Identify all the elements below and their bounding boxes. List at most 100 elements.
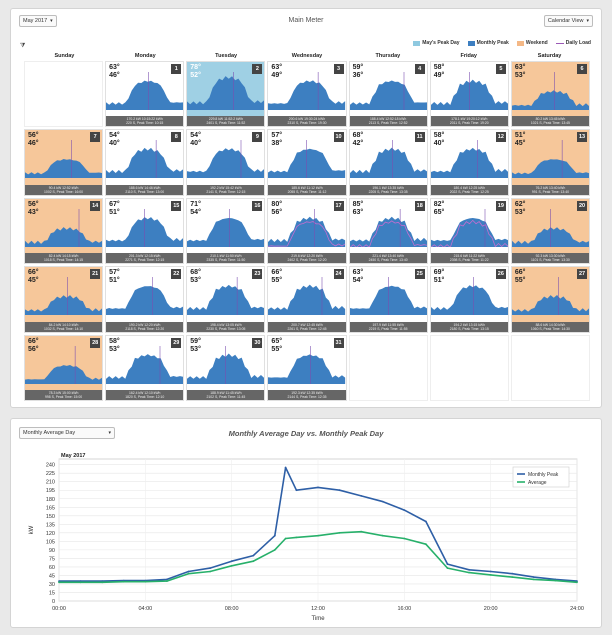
legend-item: Daily Load	[555, 40, 591, 46]
temperature-range: 54° 40°	[190, 132, 201, 148]
calendar-day-cell[interactable]: 54° 40° 8 188.6 kW 14:46 kWh 2110 S, Peak Ti…	[105, 129, 185, 196]
calendar-day-cell[interactable]: 59° 36° 4 188.4 kW 12:52:18 kWh 2113 S, Peak…	[348, 61, 428, 128]
day-info-energy: 90.4 kW 12:52 kWh	[48, 185, 79, 190]
high-temp: 51°	[514, 132, 526, 140]
calendar-day-cell[interactable]: 78° 52° 2 229.8 kW 11:52:2 kWh 2401 S, Peak …	[186, 61, 266, 128]
day-info-peak-time: 1101 S, Peak Time: 13:30	[531, 258, 570, 263]
calendar-day-cell[interactable]: 58° 53° 29 162.4 kW 12:10 kWh 1820 S, Peak T…	[105, 334, 185, 401]
calendar-day-cell[interactable]: 57° 38° 10 185.6 kW 11:12 kWh 2055 S, Peak T…	[267, 129, 347, 196]
legend-label: Average	[528, 480, 547, 486]
calendar-day-cell[interactable]: 85° 63° 18 221.4 kW 13:40 kWh 2450 S, Peak T…	[348, 197, 428, 265]
data-point	[79, 581, 82, 584]
day-number: 19	[495, 200, 506, 211]
load-area	[106, 148, 184, 179]
day-info-peak-time: 2401 S, Peak Time: 11:52	[206, 121, 246, 126]
data-point	[511, 572, 514, 575]
daily-load-line	[349, 220, 427, 247]
day-info: 190.2 kW 12:20 kWh 2118 S, Peak Time: 12:…	[106, 321, 184, 332]
calendar-day-cell[interactable]: 57° 51° 22 190.2 kW 12:20 kWh 2118 S, Peak T…	[105, 266, 185, 333]
calendar-day-cell[interactable]: 56° 46° 7 90.4 kW 12:52 kWh 1002 S, Peak Tim…	[24, 129, 104, 196]
day-number: 7	[90, 132, 101, 143]
x-tick-label: 12:00	[311, 606, 325, 612]
y-tick-label: 165	[46, 505, 55, 511]
calendar-day-cell[interactable]: 58° 40° 12 180.4 kW 12:25 kWh 2022 S, Peak T…	[429, 129, 509, 196]
calendar-day-cell[interactable]: 63° 46° 1 170.2 kW 10:15:22 kWh 220 S, Peak …	[105, 61, 185, 128]
daily-load-chart	[349, 72, 427, 110]
y-tick-label: 60	[49, 565, 55, 571]
calendar-day-cell[interactable]: 80° 56° 17 219.6 kW 12:20 kWh 2402 S, Peak T…	[267, 197, 347, 265]
month-selector[interactable]: May 2017 ▾	[19, 15, 57, 27]
view-selector[interactable]: Calendar View ▾	[543, 15, 593, 27]
day-info: 200.6 kW 19:30:24 kWh 2310 S, Peak Time: …	[268, 116, 346, 127]
calendar-day-cell[interactable]: 54° 40° 9 192.2 kW 15:42 kWh 2141 S, Peak Ti…	[186, 129, 266, 196]
calendar-day-cell[interactable]: 63° 53° 6 80.2 kW 13:45 kWh 1021 S, Peak Tim…	[510, 61, 590, 128]
calendar-day-cell[interactable]: 51° 45° 13 76.2 kW 13:40 kWh 991 S, Peak Tim…	[510, 129, 590, 196]
temperature-range: 66° 55°	[515, 269, 526, 285]
low-temp: 42°	[352, 140, 364, 148]
day-number: 14	[90, 200, 101, 211]
series-line-average	[59, 530, 578, 584]
daily-load-chart	[349, 208, 427, 247]
legend-swatch	[467, 40, 475, 46]
calendar-day-cell[interactable]: 59° 53° 30 188.9 kW 11:45 kWh 2102 S, Peak T…	[186, 334, 266, 401]
day-info: 229.8 kW 11:52:2 kWh 2401 S, Peak Time: 1…	[187, 116, 265, 127]
calendar-day-cell[interactable]: 63° 49° 3 200.6 kW 19:30:24 kWh 2310 S, Peak…	[267, 61, 347, 128]
data-point	[489, 574, 492, 576]
temperature-range: 57° 51°	[109, 269, 120, 285]
load-area	[511, 295, 589, 316]
daily-load-chart	[268, 72, 346, 110]
calendar-day-cell[interactable]: 66° 55° 27 88.6 kW 14:30 kWh 1060 S, Peak Ti…	[510, 266, 590, 333]
y-tick-label: 30	[49, 582, 55, 588]
calendar-day-cell[interactable]: 66° 45° 21 84.2 kW 14:10 kWh 1032 S, Peak Ti…	[24, 266, 104, 333]
high-temp: 54°	[109, 132, 120, 140]
day-number: 28	[90, 337, 101, 348]
low-temp: 54°	[190, 208, 201, 216]
data-point	[532, 576, 535, 578]
calendar-day-cell[interactable]: 82° 65° 19 215.6 kW 11:22 kWh 2398 S, Peak T…	[429, 197, 509, 265]
calendar-day-cell[interactable]: 69° 51° 26 194.2 kW 13:15 kWh 2180 S, Peak T…	[429, 266, 509, 333]
load-area	[349, 80, 427, 110]
calendar-day-cell[interactable]: 66° 56° 28 78.3 kW 15:00 kWh 998 S, Peak Tim…	[24, 334, 104, 401]
day-number: 4	[414, 64, 425, 74]
y-tick-label: 0	[52, 599, 55, 605]
calendar-day-cell[interactable]: 71° 54° 16 210.1 kW 11:50 kWh 2335 S, Peak T…	[186, 197, 266, 265]
high-temp: 66°	[28, 269, 39, 277]
legend-item: Monthly Peak	[467, 40, 509, 46]
day-info: 188.6 kW 14:46 kWh 2110 S, Peak Time: 13:…	[106, 184, 184, 195]
filter-icon[interactable]: ⧩	[20, 43, 26, 49]
calendar-day-cell[interactable]: 56° 43° 14 82.4 kW 14:15 kWh 1018 S, Peak Ti…	[24, 197, 104, 265]
calendar-cell-empty	[348, 334, 428, 401]
load-area	[106, 286, 184, 316]
comparison-selector[interactable]: Monthly Average Day ▾	[19, 427, 115, 439]
day-info: 80.2 kW 13:45 kWh 1021 S, Peak Time: 13:4…	[511, 116, 589, 127]
day-number: 18	[414, 200, 425, 211]
load-area	[430, 217, 508, 247]
calendar-day-cell[interactable]: 66° 55° 24 200.7 kW 12:45 kWh 2261 S, Peak T…	[267, 266, 347, 333]
day-info-peak-time: 2450 S, Peak Time: 13:40	[368, 258, 408, 263]
temperature-range: 63° 49°	[271, 64, 282, 80]
calendar-day-cell[interactable]: 68° 42° 11 196.1 kW 13:35 kWh 2205 S, Peak T…	[348, 129, 428, 196]
daily-load-chart	[106, 208, 184, 247]
calendar-day-cell[interactable]: 63° 54° 25 197.9 kW 11:55 kWh 2219 S, Peak T…	[348, 266, 428, 333]
day-info: 188.9 kW 11:45 kWh 2102 S, Peak Time: 11:…	[187, 390, 265, 400]
day-info: 76.2 kW 13:40 kWh 991 S, Peak Time: 13:40	[511, 184, 589, 195]
calendar-day-cell[interactable]: 62° 53° 20 92.3 kW 13:30 kWh 1101 S, Peak Ti…	[510, 197, 590, 265]
day-number: 24	[333, 269, 344, 280]
legend-swatch	[516, 40, 524, 46]
panel-title: Main Meter	[288, 17, 324, 24]
day-info: 210.1 kW 11:50 kWh 2335 S, Peak Time: 11:…	[187, 253, 265, 264]
daily-load-chart	[349, 140, 427, 179]
day-number: 11	[414, 132, 425, 143]
data-point	[403, 537, 406, 540]
low-temp: 53°	[190, 345, 201, 353]
data-point	[209, 567, 212, 569]
calendar-day-cell[interactable]: 65° 55° 31 192.3 kW 12:35 kWh 2144 S, Peak T…	[267, 334, 347, 401]
temperature-range: 56° 46°	[28, 132, 39, 148]
load-area	[268, 80, 346, 110]
day-info-energy: 192.3 kW 12:35 kWh	[291, 391, 323, 395]
calendar-day-cell[interactable]: 67° 51° 15 201.3 kW 12:15 kWh 2271 S, Peak T…	[105, 197, 185, 265]
calendar-day-cell[interactable]: 68° 53° 23 198.4 kW 13:05 kWh 2230 S, Peak T…	[186, 266, 266, 333]
calendar-day-cell[interactable]: 58° 49° 5 178.1 kW 19:20:12 kWh 2011 S, Peak…	[429, 61, 509, 128]
weekday-header: Sunday Monday Tuesday Wednesday Thursday Frid…	[24, 53, 590, 59]
data-point	[284, 537, 287, 540]
